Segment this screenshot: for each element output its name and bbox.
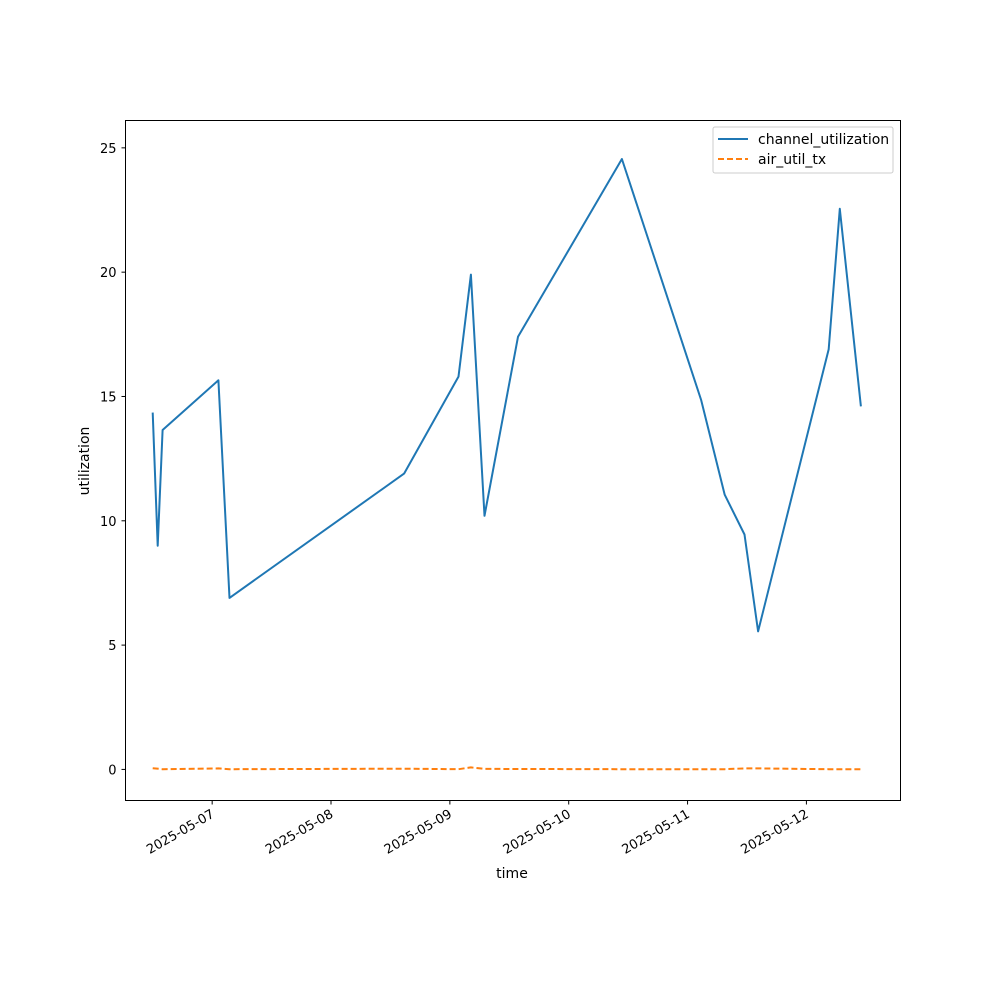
x-axis-label: time (496, 866, 528, 882)
plot-frame (125, 120, 901, 801)
x-tick-label: 2025-05-09 (382, 807, 455, 858)
legend-label-channel-utilization: channel_utilization (758, 132, 889, 148)
y-tick-label: 20 (100, 266, 117, 281)
x-tick-label: 2025-05-11 (620, 807, 693, 858)
x-tick-label: 2025-05-08 (263, 807, 336, 858)
y-tick-label: 10 (100, 515, 117, 530)
y-axis-ticks: 0 5 10 15 20 25 (100, 142, 126, 778)
legend-box (712, 126, 894, 174)
x-tick-label: 2025-05-07 (144, 807, 217, 858)
x-tick-label: 2025-05-12 (738, 807, 811, 858)
x-axis-ticks: 2025-05-07 2025-05-08 2025-05-09 2025-05-10… (144, 800, 811, 858)
series-line-air-util-tx (152, 766, 861, 771)
series-line-channel-utilization (151, 158, 862, 633)
y-tick-label: 15 (100, 390, 117, 405)
y-tick-label: 25 (100, 142, 117, 157)
legend-label-air-util-tx: air_util_tx (758, 152, 826, 168)
y-tick-label: 5 (108, 639, 116, 654)
plot-lines (151, 158, 862, 771)
x-tick-label: 2025-05-10 (501, 807, 574, 858)
legend: channel_utilization air_util_tx (712, 126, 894, 174)
y-axis-label: utilization (77, 427, 93, 496)
y-tick-label: 0 (108, 763, 116, 778)
